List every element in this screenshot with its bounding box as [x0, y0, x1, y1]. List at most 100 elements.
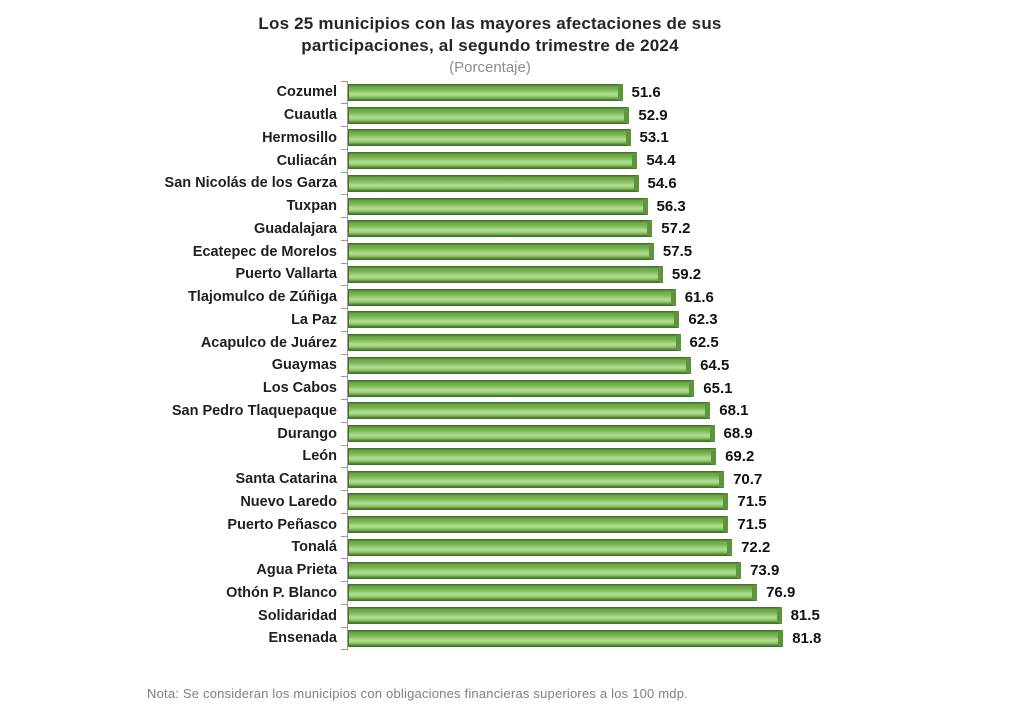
bar	[348, 629, 784, 647]
category-label: Agua Prieta	[256, 562, 337, 579]
bar-row: Durango 68.9	[147, 421, 867, 445]
category-label: Durango	[277, 425, 337, 442]
bar	[348, 493, 729, 511]
category-label: Tlajomulco de Zúñiga	[187, 289, 337, 306]
bar-track: 71.5	[341, 490, 767, 514]
bar-track: 70.7	[340, 467, 762, 491]
bar	[348, 197, 648, 215]
bar	[348, 538, 733, 556]
bar-track: 73.9	[340, 558, 780, 582]
category-label: Othón P. Blanco	[226, 584, 337, 601]
category-label: Tuxpan	[286, 198, 337, 215]
chart-title-line-2: participaciones, al segundo trimestre de…	[301, 36, 679, 55]
bar	[348, 174, 639, 192]
value-label: 51.6	[631, 83, 661, 101]
bar-rows: Cozumel 51.6 Cuautla 52.9 Hermosillo 53.…	[147, 80, 867, 650]
category-label: Acapulco de Juárez	[200, 334, 337, 351]
category-label: Puerto Vallarta	[235, 266, 337, 283]
bar-track: 54.6	[341, 171, 677, 195]
category-label: Guadalajara	[253, 220, 337, 237]
value-label: 53.1	[639, 129, 669, 147]
value-label: 52.9	[638, 106, 668, 124]
value-label: 68.9	[723, 425, 753, 443]
category-label: Ecatepec de Morelos	[192, 243, 337, 260]
bar-row: Culiacán 54.4	[147, 148, 867, 172]
category-label: San Nicolás de los Garza	[164, 175, 337, 192]
category-label: Hermosillo	[262, 129, 337, 146]
bar-row: Acapulco de Juárez 62.5	[147, 330, 867, 354]
value-label: 69.2	[725, 447, 755, 465]
bar-track: 52.9	[341, 103, 668, 127]
value-label: 73.9	[750, 561, 780, 579]
category-label: Nuevo Laredo	[240, 493, 337, 510]
bar	[348, 106, 630, 124]
bar-track: 71.5	[341, 512, 767, 536]
value-label: 71.5	[737, 493, 767, 511]
bar-row: Ensenada 81.8	[147, 626, 867, 650]
bar-track: 54.4	[341, 148, 676, 172]
value-label: 59.2	[671, 265, 702, 283]
category-label: La Paz	[291, 311, 337, 328]
value-label: 54.4	[646, 152, 676, 170]
bar-row: Cozumel 51.6	[147, 80, 867, 104]
bar-row: Ecatepec de Morelos 57.5	[147, 239, 867, 263]
value-label: 81.5	[790, 607, 820, 625]
bar-track: 62.5	[341, 330, 719, 354]
bar	[348, 265, 663, 283]
bar	[348, 288, 676, 306]
bar-track: 69.2	[340, 444, 755, 468]
bar	[348, 243, 654, 261]
bar-row: Othón P. Blanco 76.9	[147, 581, 867, 605]
footnote: Nota: Se consideran los municipios con o…	[147, 686, 688, 701]
bar-row: La Paz 62.3	[147, 308, 867, 332]
bar	[348, 152, 638, 170]
value-label: 61.6	[684, 288, 714, 306]
value-label: 71.5	[737, 516, 767, 534]
bar	[348, 516, 729, 534]
value-label: 65.1	[703, 379, 733, 397]
category-label: Santa Catarina	[235, 471, 337, 488]
value-label: 62.5	[689, 334, 719, 352]
bar-track: 57.5	[340, 239, 692, 263]
bar-track: 62.3	[341, 308, 718, 332]
category-label: Puerto Peñasco	[227, 516, 337, 533]
bar-row: Cuautla 52.9	[147, 103, 867, 127]
bar-track: 56.3	[341, 194, 686, 218]
bar	[348, 311, 680, 329]
bar-row: Puerto Peñasco 71.5	[147, 512, 867, 536]
bar-row: Guadalajara 57.2	[147, 217, 867, 241]
value-label: 57.2	[661, 220, 691, 238]
bar-track: 57.2	[341, 217, 691, 241]
bar-row: Puerto Vallarta 59.2	[147, 262, 867, 286]
bar-track: 51.6	[341, 80, 661, 104]
value-label: 68.1	[719, 402, 749, 420]
axis-bottom-tick	[341, 649, 348, 650]
bar-row: Solidaridad 81.5	[147, 603, 867, 627]
bar-row: León 69.2	[147, 444, 867, 468]
bar	[348, 470, 725, 488]
bar-track: 59.2	[340, 262, 702, 286]
bar	[348, 447, 717, 465]
bar-track: 72.2	[340, 535, 770, 559]
bar-row: Tuxpan 56.3	[147, 194, 867, 218]
bar-row: Nuevo Laredo 71.5	[147, 490, 867, 514]
category-label: Los Cabos	[262, 380, 337, 397]
bar	[348, 607, 782, 625]
value-label: 81.8	[792, 629, 822, 647]
category-label: Tonalá	[291, 539, 337, 556]
value-label: 56.3	[656, 197, 686, 215]
bar-row: Agua Prieta 73.9	[147, 558, 867, 582]
bar-row: Tlajomulco de Zúñiga 61.6	[147, 285, 867, 309]
bar-track: 53.1	[341, 126, 669, 150]
bar	[348, 129, 631, 147]
bar	[348, 402, 711, 420]
value-label: 54.6	[647, 174, 677, 192]
bar-track: 68.1	[341, 399, 749, 423]
category-label: Culiacán	[276, 152, 337, 169]
bar	[348, 334, 681, 352]
value-label: 76.9	[766, 584, 796, 602]
bar-row: Los Cabos 65.1	[147, 376, 867, 400]
bar-chart: Cozumel 51.6 Cuautla 52.9 Hermosillo 53.…	[147, 80, 867, 650]
y-axis-line	[347, 81, 348, 650]
